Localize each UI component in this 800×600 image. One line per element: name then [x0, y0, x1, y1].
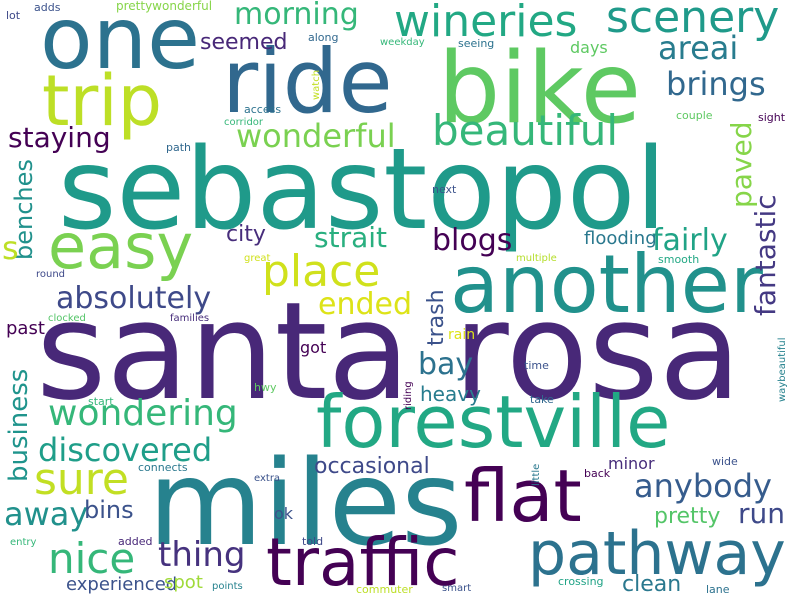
word-strait: strait — [314, 221, 387, 254]
word-ride: ride — [222, 30, 393, 133]
word-points: points — [212, 581, 243, 592]
word-minor: minor — [608, 454, 655, 473]
word-experienced: experienced — [66, 574, 178, 595]
word-forestville: forestville — [316, 380, 671, 464]
word-ended: ended — [318, 287, 413, 322]
word-bay: bay — [418, 347, 474, 382]
word-past: past — [6, 318, 45, 339]
word-wonderful: wonderful — [236, 117, 396, 155]
word-along: along — [308, 31, 339, 44]
word-thing: thing — [158, 535, 246, 575]
word-got: got — [300, 338, 327, 357]
word-morning: morning — [234, 0, 359, 32]
word-staying: staying — [8, 121, 111, 154]
word-lane: lane — [706, 583, 730, 596]
word-wineries: wineries — [394, 0, 578, 47]
word-areai: areai — [658, 29, 739, 67]
word-adds: adds — [34, 1, 61, 14]
word-one: one — [40, 0, 201, 89]
word-smooth: smooth — [658, 253, 700, 266]
word-sight: sight — [758, 111, 786, 124]
word-round: round — [36, 269, 66, 280]
word-run: run — [738, 497, 786, 530]
word-santa-rosa: santa rosa — [36, 273, 742, 430]
word-fantastic: fantastic — [749, 194, 782, 316]
word-time: time — [524, 359, 549, 372]
word-trip: trip — [42, 60, 163, 142]
word-couple: couple — [676, 109, 713, 122]
word-beautiful: beautiful — [432, 106, 619, 155]
word-scenery: scenery — [606, 0, 780, 43]
word-trash: trash — [424, 289, 449, 346]
word-told: told — [302, 535, 324, 548]
word-bins: bins — [84, 496, 134, 524]
word-lot: lot — [6, 9, 21, 22]
word-pathway: pathway — [528, 519, 786, 589]
word-wide: wide — [712, 455, 738, 468]
word-discovered: discovered — [38, 431, 213, 469]
word-miles: miles — [148, 434, 463, 572]
word-easy: easy — [48, 210, 194, 283]
word-nice: nice — [48, 534, 136, 583]
word-waybeautiful: waybeautiful — [777, 337, 788, 402]
word-place: place — [262, 246, 381, 297]
word-watch: watch — [311, 69, 322, 100]
word-away: away — [4, 495, 89, 533]
word-paved: paved — [725, 121, 758, 208]
word-blogs: blogs — [432, 223, 513, 258]
word-occasional: occasional — [314, 454, 430, 479]
word-riding: riding — [403, 381, 414, 410]
word-business: business — [4, 368, 34, 482]
word-extra: extra — [254, 473, 281, 484]
word-great: great — [244, 253, 271, 264]
word-corridor: corridor — [224, 117, 264, 128]
word-back: back — [584, 467, 611, 480]
word-clean: clean — [622, 572, 682, 597]
word-take: take — [530, 393, 554, 406]
word-city: city — [226, 222, 266, 247]
word-hwy: hwy — [254, 381, 277, 394]
word-families: families — [170, 313, 210, 324]
word-traffic: traffic — [266, 524, 460, 600]
word-ok: ok — [274, 504, 294, 523]
word-pretty: pretty — [654, 504, 721, 529]
word-path: path — [166, 141, 192, 154]
word-rain: rain — [448, 327, 476, 343]
word-added: added — [118, 535, 153, 548]
word-s: s — [2, 229, 19, 267]
word-flat: flat — [464, 454, 582, 538]
word-smart: smart — [442, 583, 472, 594]
word-prettywonderful: prettywonderful — [116, 0, 213, 13]
word-brings: brings — [666, 65, 766, 103]
word-access: access — [244, 103, 282, 116]
word-multiple: multiple — [516, 253, 557, 264]
word-sebastopol: sebastopol — [58, 125, 667, 255]
word-flooding: flooding — [584, 228, 657, 249]
word-next: next — [432, 183, 457, 196]
word-clocked: clocked — [48, 313, 86, 324]
word-entry: entry — [10, 537, 37, 548]
word-anybody: anybody — [634, 467, 772, 505]
word-crossing: crossing — [558, 575, 604, 588]
word-fairly: fairly — [652, 223, 728, 258]
word-bike: bike — [438, 32, 641, 146]
word-start: start — [88, 395, 114, 408]
word-days: days — [570, 38, 608, 57]
word-weekday: weekday — [380, 37, 425, 48]
word-another: another — [450, 238, 763, 331]
word-commuter: commuter — [356, 583, 413, 596]
word-heavy: heavy — [420, 382, 481, 406]
word-sure: sure — [34, 454, 130, 505]
word-seemed: seemed — [200, 30, 288, 55]
word-little: little — [531, 463, 542, 486]
word-spot: spot — [164, 572, 203, 593]
word-absolutely: absolutely — [56, 281, 212, 316]
word-connects: connects — [138, 461, 188, 474]
word-seeing: seeing — [458, 37, 495, 50]
word-wondering: wondering — [48, 393, 238, 434]
